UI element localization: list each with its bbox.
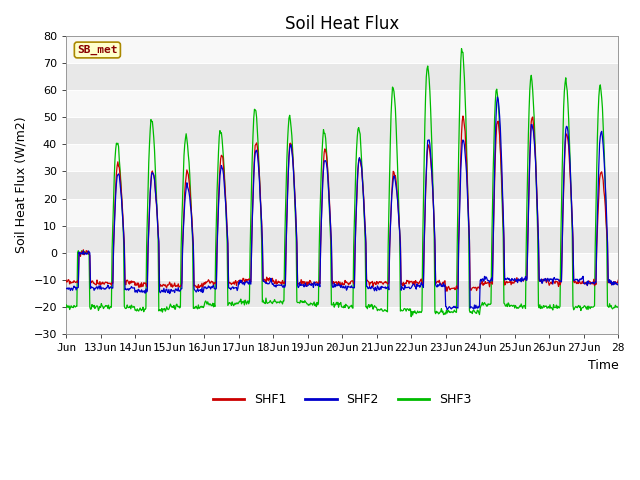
Legend: SHF1, SHF2, SHF3: SHF1, SHF2, SHF3 <box>208 388 476 411</box>
Bar <box>66 307 618 334</box>
X-axis label: Time: Time <box>588 359 618 372</box>
Y-axis label: Soil Heat Flux (W/m2): Soil Heat Flux (W/m2) <box>15 117 28 253</box>
Bar <box>66 63 618 90</box>
Bar <box>66 280 618 307</box>
Bar <box>66 226 618 253</box>
Bar <box>66 117 618 144</box>
Bar <box>66 171 618 199</box>
Bar <box>66 36 618 63</box>
Bar <box>66 199 618 226</box>
Bar <box>66 90 618 117</box>
Title: Soil Heat Flux: Soil Heat Flux <box>285 15 399 33</box>
Bar <box>66 253 618 280</box>
Bar <box>66 144 618 171</box>
Text: SB_met: SB_met <box>77 45 118 55</box>
